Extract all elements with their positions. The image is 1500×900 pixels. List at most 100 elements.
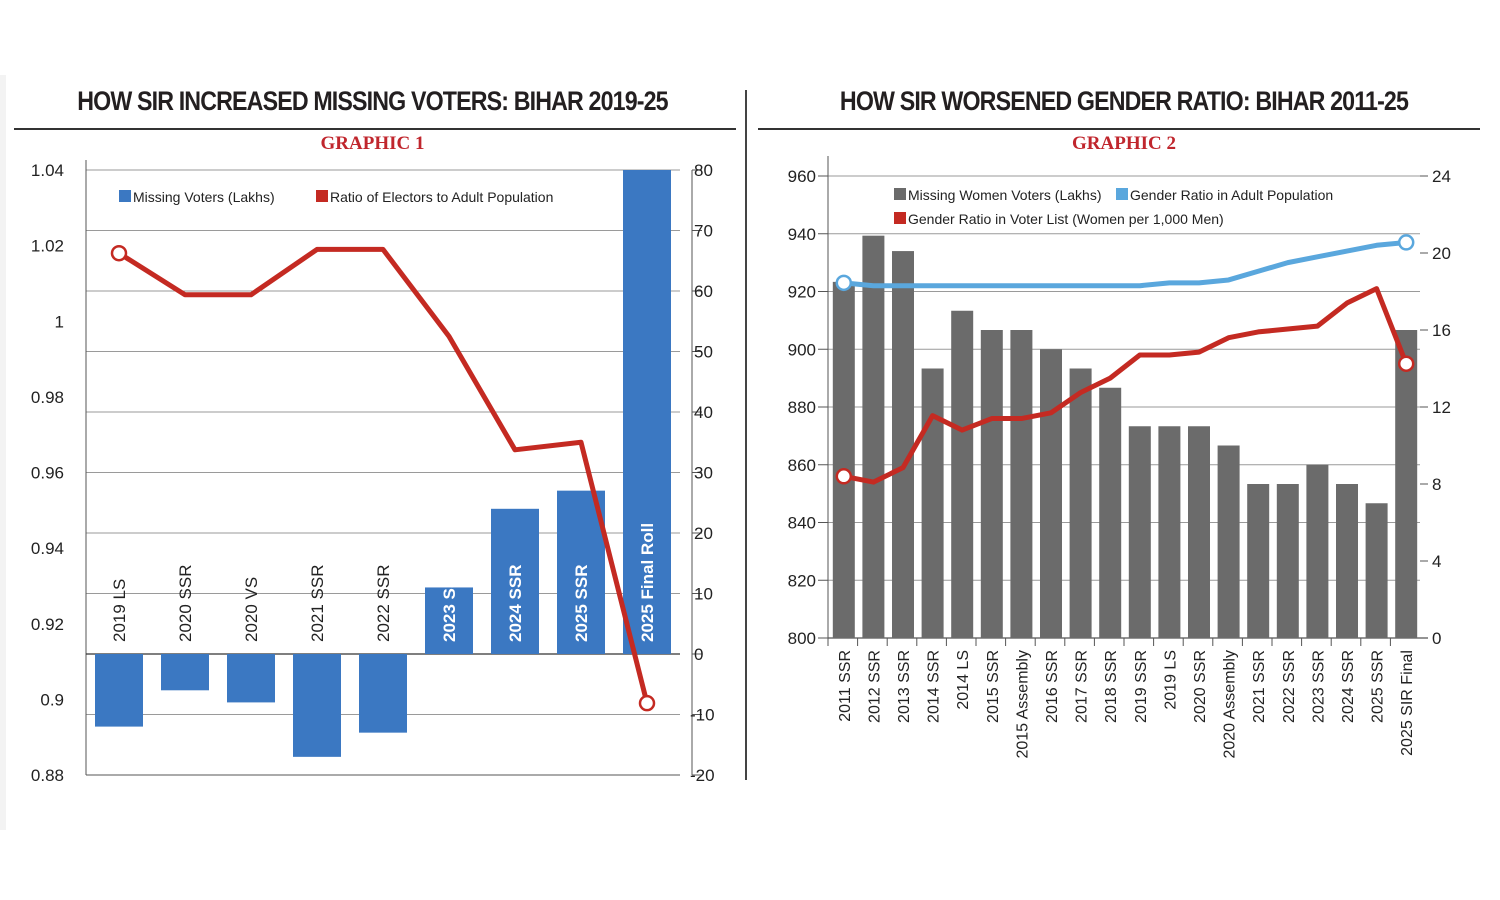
voter-ratio-line xyxy=(843,286,1409,485)
bar xyxy=(1010,330,1033,638)
bar xyxy=(161,654,209,691)
left-tick-label: 0.9 xyxy=(40,690,64,709)
bar xyxy=(293,654,341,757)
bar xyxy=(359,654,407,733)
left-tick-label: 1.02 xyxy=(31,237,64,256)
left-tick-label: 900 xyxy=(788,340,816,359)
chart-2-svg: 800 820 840 860 880 900 920 940 960 0 4 8 12 16 20 24 20… xyxy=(788,156,1451,759)
voter-line-start-marker xyxy=(835,468,853,485)
ratio-line xyxy=(117,246,650,704)
legend-swatch-adult xyxy=(1116,188,1128,200)
legend-swatch-voter xyxy=(894,212,906,224)
category-label: 2025 SSR xyxy=(572,565,591,643)
bar xyxy=(1040,349,1062,638)
bar xyxy=(623,170,671,654)
category-label: 2022 SSR xyxy=(374,565,393,643)
bar xyxy=(1276,484,1299,638)
right-tick-label: 0 xyxy=(694,645,703,664)
category-label: 2025 SSR xyxy=(1370,650,1387,723)
bar xyxy=(832,281,855,638)
left-tick-label: 920 xyxy=(788,283,816,302)
left-tick-label: 880 xyxy=(788,398,816,417)
right-tick-label: 20 xyxy=(1432,244,1451,263)
category-label: 2020 SSR xyxy=(176,565,195,643)
chart-1-svg: 0.88 0.9 0.92 0.94 0.96 0.98 1 1.02 1.04 -20 -10 0 1… xyxy=(31,160,715,785)
bar xyxy=(1128,426,1151,638)
left-edge-strip xyxy=(0,75,6,830)
right-tick-label: 30 xyxy=(694,464,713,483)
legend-label-bars: Missing Women Voters (Lakhs) xyxy=(908,187,1101,203)
chart-panel-1: HOW SIR INCREASED MISSING VOTERS: BIHAR … xyxy=(0,0,745,900)
bar xyxy=(1365,503,1388,638)
category-label: 2014 SSR xyxy=(926,650,943,723)
category-label: 2016 SSR xyxy=(1044,650,1061,723)
category-label: 2024 SSR xyxy=(1340,650,1357,723)
left-tick-label: 0.92 xyxy=(31,615,64,634)
chart-2-title: HOW SIR WORSENED GENDER RATIO: BIHAR 201… xyxy=(839,86,1409,116)
bar xyxy=(1188,426,1210,638)
bar xyxy=(1247,484,1270,638)
bar xyxy=(951,310,974,638)
category-label: 2013 SSR xyxy=(896,650,913,723)
category-label: 2023 SSR xyxy=(440,565,459,643)
voter-line-end-marker xyxy=(1397,355,1415,372)
right-tick-label: 12 xyxy=(1432,398,1451,417)
left-tick-label: 840 xyxy=(788,514,816,533)
chart-2-title-rule xyxy=(758,128,1480,130)
category-label: 2019 LS xyxy=(1162,650,1179,710)
bar xyxy=(862,235,885,639)
legend-label-line: Ratio of Electors to Adult Population xyxy=(330,189,553,205)
bar xyxy=(227,654,275,703)
legend-swatch-bars xyxy=(894,188,906,200)
right-tick-label: 24 xyxy=(1432,167,1451,186)
right-tick-label: -20 xyxy=(690,766,715,785)
right-tick-label: 0 xyxy=(1432,629,1441,648)
left-tick-label: 1 xyxy=(55,312,64,331)
category-label: 2025 Final Roll xyxy=(638,523,657,642)
bar xyxy=(1099,387,1122,638)
bar xyxy=(1336,484,1358,638)
category-label: 2017 SSR xyxy=(1074,650,1091,723)
chart-1-subtitle: GRAPHIC 1 xyxy=(320,133,425,154)
left-tick-label: 0.98 xyxy=(31,388,64,407)
bar xyxy=(980,330,1003,638)
category-label: 2021 SSR xyxy=(308,565,327,643)
bar xyxy=(1395,330,1418,638)
bar xyxy=(1158,426,1181,638)
right-tick-label: 40 xyxy=(694,403,713,422)
right-tick-label: 10 xyxy=(694,585,713,604)
adult-ratio-line xyxy=(843,239,1407,289)
category-label: 2015 SSR xyxy=(985,650,1002,723)
bar xyxy=(1217,445,1240,638)
right-tick-label: 60 xyxy=(694,282,713,301)
bar xyxy=(95,654,143,727)
left-tick-label: 0.88 xyxy=(31,766,64,785)
category-label: 2024 SSR xyxy=(506,565,525,643)
category-label: 2025 SIR Final xyxy=(1399,650,1416,756)
right-tick-label: 8 xyxy=(1432,475,1441,494)
right-tick-label: 4 xyxy=(1432,552,1441,571)
bar xyxy=(425,587,473,654)
category-label: 2012 SSR xyxy=(866,650,883,723)
bar xyxy=(1306,464,1329,638)
right-tick-label: 70 xyxy=(694,222,713,241)
category-label: 2020 SSR xyxy=(1192,650,1209,723)
legend-swatch-bars xyxy=(119,190,131,202)
adult-line-start-marker xyxy=(835,274,853,292)
right-tick-label: 50 xyxy=(694,343,713,362)
adult-line-end-marker xyxy=(1397,234,1415,251)
chart-panel-2: HOW SIR WORSENED GENDER RATIO: BIHAR 201… xyxy=(748,0,1500,900)
left-tick-label: 0.96 xyxy=(31,464,64,483)
category-label: 2014 LS xyxy=(955,650,972,710)
category-label: 2019 LS xyxy=(110,579,129,642)
category-label: 2021 SSR xyxy=(1251,650,1268,723)
category-label: 2020 Assembly xyxy=(1222,650,1239,759)
category-label: 2015 Assembly xyxy=(1014,650,1031,759)
chart-2-subtitle: GRAPHIC 2 xyxy=(1072,133,1176,154)
category-label: 2019 SSR xyxy=(1133,650,1150,723)
line-end-marker xyxy=(638,694,656,712)
legend-label-adult: Gender Ratio in Adult Population xyxy=(1130,187,1333,203)
legend-label-bars: Missing Voters (Lakhs) xyxy=(133,189,275,205)
category-label: 2011 SSR xyxy=(837,650,854,722)
category-label: 2023 SSR xyxy=(1310,650,1327,723)
